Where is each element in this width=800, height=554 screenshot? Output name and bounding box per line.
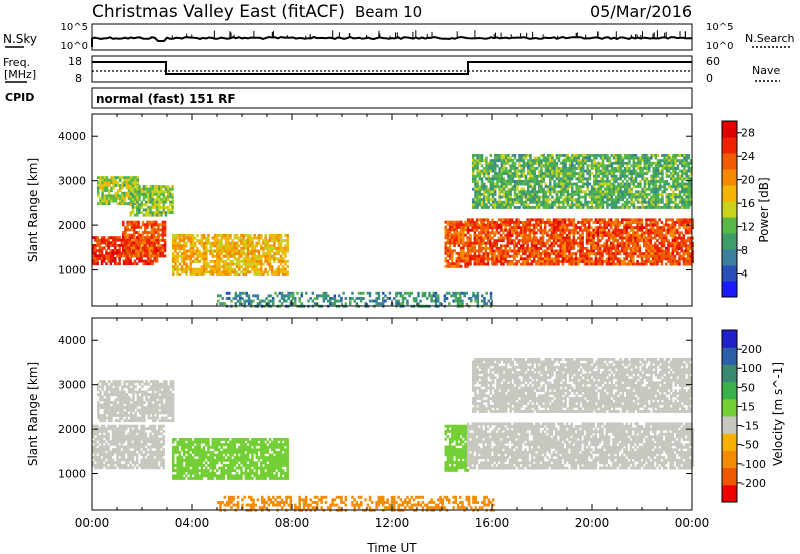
power-region: [129, 185, 174, 217]
velocity-colorbar-swatch: [722, 364, 737, 383]
nsky-panel: N.Sky 10^5 10^0 10^5 10^0 N.Search: [3, 22, 795, 52]
power-colorbar-tick: 12: [741, 221, 755, 234]
power-heatmap: 1000 2000 3000 4000 Slant Range [km]: [26, 113, 694, 308]
nsearch-label: N.Search: [745, 32, 795, 45]
power-colorbar-swatch: [722, 265, 737, 282]
velocity-colorbar-swatch: [722, 330, 737, 348]
nave-label: Nave: [752, 64, 780, 77]
velocity-xtick-label: 12:00: [375, 516, 410, 530]
velocity-colorbar-swatch: [722, 450, 737, 469]
velocity-colorbar-tick: -200: [741, 477, 766, 490]
velocity-ytick-label: 4000: [58, 334, 86, 347]
power-region: [444, 220, 469, 268]
power-colorbar-swatch: [722, 121, 737, 138]
velocity-colorbar-swatch: [722, 467, 737, 486]
freq-panel: Freq. [MHz] 18 8 60 0 Nave: [3, 55, 780, 85]
velocity-region: [97, 380, 175, 423]
velocity-colorbar-swatch: [722, 398, 737, 417]
power-colorbar-swatch: [722, 281, 737, 298]
velocity-colorbar-swatch: [722, 484, 737, 503]
velocity-colorbar-tick: 50: [741, 381, 755, 394]
power-colorbar-swatch: [722, 169, 737, 186]
power-colorbar-label: Power [dB]: [757, 177, 771, 242]
power-ylabel: Slant Range [km]: [26, 158, 40, 262]
nsky-tick-bottom: 10^0: [61, 41, 88, 52]
beam-label: Beam 10: [355, 3, 422, 21]
power-colorbar-tick: 24: [741, 150, 755, 163]
power-colorbar-swatch: [722, 233, 737, 250]
power-colorbar-swatch: [722, 153, 737, 170]
velocity-region: [217, 495, 495, 512]
power-colorbar-tick: 20: [741, 174, 755, 187]
power-colorbar-swatch: [722, 249, 737, 266]
velocity-region: [172, 438, 289, 480]
nave-tick-top: 60: [706, 55, 720, 68]
nave-tick-bottom: 0: [706, 72, 713, 85]
power-region: [472, 154, 693, 209]
plot-title: Christmas Valley East (fitACF): [92, 2, 345, 22]
velocity-colorbar: -200 -100 -50 -15 15 50 100 200 Velocity [m s^-…: [721, 329, 785, 503]
power-colorbar-tick: 4: [741, 268, 748, 281]
velocity-colorbar-tick: 200: [741, 343, 762, 356]
power-colorbar-swatch: [722, 137, 737, 154]
velocity-xtick-label: 20:00: [575, 516, 610, 530]
nsky-tick-top: 10^5: [61, 22, 88, 33]
nsky-label: N.Sky: [3, 32, 37, 46]
power-region: [122, 220, 167, 258]
power-ytick-label: 4000: [58, 130, 86, 143]
velocity-colorbar-tick: -15: [741, 420, 759, 433]
power-colorbar-tick: 28: [741, 127, 755, 140]
power-colorbar-tick: 8: [741, 244, 748, 257]
date-label: 05/Mar/2016: [590, 2, 692, 21]
power-colorbar-tick: 16: [741, 197, 755, 210]
power-region: [467, 218, 694, 266]
velocity-colorbar-tick: -50: [741, 439, 759, 452]
power-ytick-label: 1000: [58, 264, 86, 277]
velocity-ytick-label: 3000: [58, 379, 86, 392]
velocity-ytick-label: 1000: [58, 468, 86, 481]
velocity-region: [444, 424, 469, 472]
cpid-label: CPID: [5, 91, 34, 104]
velocity-colorbar-tick: 15: [741, 400, 755, 413]
velocity-heatmap: 1000 2000 3000 4000 00:00 04:00 08:00 12:00 16:…: [26, 317, 710, 554]
velocity-xtick-label: 08:00: [275, 516, 310, 530]
velocity-colorbar-tick: 100: [741, 362, 762, 375]
velocity-ytick-label: 2000: [58, 423, 86, 436]
velocity-colorbar-swatch: [722, 416, 737, 434]
velocity-xtick-label: 16:00: [475, 516, 510, 530]
power-region: [172, 234, 289, 276]
velocity-colorbar-tick: -100: [741, 458, 766, 471]
freq-tick-top: 18: [68, 55, 82, 68]
power-ytick-label: 2000: [58, 219, 86, 232]
velocity-ylabel: Slant Range [km]: [26, 362, 40, 466]
velocity-xtick-label: 00:00: [675, 516, 710, 530]
nsearch-tick-top: 10^5: [706, 22, 733, 33]
velocity-colorbar-swatch: [722, 433, 737, 451]
velocity-xtick-label: 04:00: [175, 516, 210, 530]
power-colorbar-swatch: [722, 185, 737, 202]
freq-label: Freq.: [3, 56, 30, 69]
velocity-region: [472, 358, 693, 413]
power-region: [217, 291, 493, 308]
nsearch-tick-bottom: 10^0: [706, 41, 733, 52]
power-ytick-label: 3000: [58, 175, 86, 188]
cpid-text: normal (fast) 151 RF: [96, 92, 236, 106]
velocity-region: [92, 424, 165, 470]
velocity-xtick-label: 00:00: [75, 516, 110, 530]
power-colorbar-swatch: [722, 217, 737, 234]
velocity-colorbar-swatch: [722, 347, 737, 365]
velocity-colorbar-swatch: [722, 381, 737, 400]
velocity-colorbar-label: Velocity [m s^-1]: [771, 362, 785, 466]
power-colorbar-swatch: [722, 201, 737, 218]
velocity-region: [467, 422, 694, 470]
cpid-panel: CPID normal (fast) 151 RF: [5, 87, 693, 109]
freq-tick-bottom: 8: [75, 72, 82, 85]
time-axis-label: Time UT: [366, 541, 417, 554]
power-colorbar: 4 8 12 16 20 24 28 Power [dB]: [721, 120, 771, 298]
freq-unit-label: [MHz]: [4, 68, 36, 81]
